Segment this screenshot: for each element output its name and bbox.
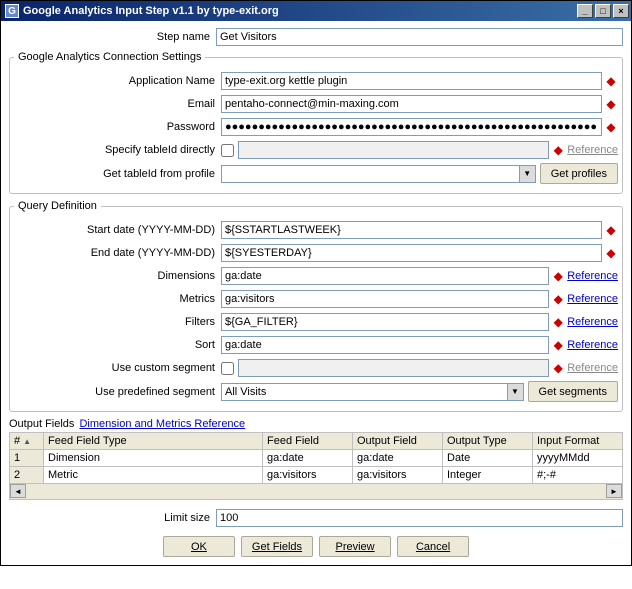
email-input[interactable] — [221, 95, 602, 113]
variable-icon[interactable]: ◆ — [551, 267, 565, 285]
filters-label: Filters — [14, 316, 221, 328]
predef-segment-select[interactable] — [221, 383, 524, 401]
preview-button[interactable]: Preview — [319, 536, 391, 557]
sort-arrow-icon: ▲ — [23, 437, 31, 446]
specify-tableid-checkbox[interactable] — [221, 144, 234, 157]
variable-icon[interactable]: ◆ — [604, 72, 618, 90]
output-fields-label: Output Fields — [9, 418, 74, 430]
table-row[interactable]: 2 Metric ga:visitors ga:visitors Integer… — [10, 467, 623, 484]
dialog-window: G Google Analytics Input Step v1.1 by ty… — [0, 0, 632, 566]
variable-icon[interactable]: ◆ — [551, 313, 565, 331]
profile-select[interactable] — [221, 165, 536, 183]
limit-size-input[interactable] — [216, 509, 623, 527]
sort-label: Sort — [14, 339, 221, 351]
query-fieldset: Query Definition Start date (YYYY-MM-DD)… — [9, 200, 623, 412]
dialog-button-row: OK Get Fields Preview Cancel — [9, 536, 623, 557]
sort-reference-link[interactable]: Reference — [567, 339, 618, 351]
metrics-reference-link[interactable]: Reference — [567, 293, 618, 305]
start-date-input[interactable] — [221, 221, 602, 239]
output-fields-table[interactable]: #▲ Feed Field Type Feed Field Output Fie… — [9, 432, 623, 484]
ok-button[interactable]: OK — [163, 536, 235, 557]
variable-icon[interactable]: ◆ — [551, 290, 565, 308]
dimensions-label: Dimensions — [14, 270, 221, 282]
filters-input[interactable] — [221, 313, 549, 331]
window-title: Google Analytics Input Step v1.1 by type… — [23, 5, 575, 17]
dialog-content: Step name Google Analytics Connection Se… — [1, 21, 631, 565]
get-profiles-button[interactable]: Get profiles — [540, 163, 618, 184]
col-output-field[interactable]: Output Field — [353, 433, 443, 450]
limit-size-label: Limit size — [9, 512, 216, 524]
specify-tableid-input[interactable] — [238, 141, 549, 159]
titlebar: G Google Analytics Input Step v1.1 by ty… — [1, 1, 631, 21]
dim-metrics-reference-link[interactable]: Dimension and Metrics Reference — [79, 418, 245, 430]
query-legend: Query Definition — [14, 200, 101, 212]
start-date-label: Start date (YYYY-MM-DD) — [14, 224, 221, 236]
email-label: Email — [14, 98, 221, 110]
maximize-button[interactable]: □ — [595, 4, 611, 18]
chevron-down-icon[interactable]: ▼ — [507, 384, 523, 400]
step-name-input[interactable] — [216, 28, 623, 46]
app-name-input[interactable] — [221, 72, 602, 90]
col-output-type[interactable]: Output Type — [443, 433, 533, 450]
chevron-down-icon[interactable]: ▼ — [519, 166, 535, 182]
scroll-left-icon[interactable]: ◄ — [10, 484, 26, 498]
app-icon: G — [5, 4, 19, 18]
table-header-row: #▲ Feed Field Type Feed Field Output Fie… — [10, 433, 623, 450]
col-feed-field-type[interactable]: Feed Field Type — [44, 433, 263, 450]
get-segments-button[interactable]: Get segments — [528, 381, 618, 402]
close-button[interactable]: × — [613, 4, 629, 18]
variable-icon[interactable]: ◆ — [604, 221, 618, 239]
col-feed-field[interactable]: Feed Field — [263, 433, 353, 450]
connection-fieldset: Google Analytics Connection Settings App… — [9, 51, 623, 194]
cancel-button[interactable]: Cancel — [397, 536, 469, 557]
variable-icon[interactable]: ◆ — [604, 244, 618, 262]
end-date-input[interactable] — [221, 244, 602, 262]
scroll-right-icon[interactable]: ► — [606, 484, 622, 498]
end-date-label: End date (YYYY-MM-DD) — [14, 247, 221, 259]
col-input-format[interactable]: Input Format — [533, 433, 623, 450]
variable-icon[interactable]: ◆ — [551, 336, 565, 354]
metrics-input[interactable] — [221, 290, 549, 308]
step-name-row: Step name — [9, 27, 623, 47]
specify-tableid-label: Specify tableId directly — [14, 144, 221, 156]
connection-legend: Google Analytics Connection Settings — [14, 51, 205, 63]
minimize-button[interactable]: _ — [577, 4, 593, 18]
app-name-label: Application Name — [14, 75, 221, 87]
table-row[interactable]: 1 Dimension ga:date ga:date Date yyyyMMd… — [10, 450, 623, 467]
dimensions-input[interactable] — [221, 267, 549, 285]
variable-icon[interactable]: ◆ — [551, 141, 565, 159]
custom-segment-reference-link[interactable]: Reference — [567, 362, 618, 374]
predef-segment-label: Use predefined segment — [14, 386, 221, 398]
get-profile-label: Get tableId from profile — [14, 168, 221, 180]
filters-reference-link[interactable]: Reference — [567, 316, 618, 328]
custom-segment-input[interactable] — [238, 359, 549, 377]
col-index[interactable]: #▲ — [10, 433, 44, 450]
sort-input[interactable] — [221, 336, 549, 354]
password-input[interactable] — [221, 118, 602, 136]
dimensions-reference-link[interactable]: Reference — [567, 270, 618, 282]
password-label: Password — [14, 121, 221, 133]
variable-icon[interactable]: ◆ — [604, 118, 618, 136]
specify-tableid-reference-link[interactable]: Reference — [567, 144, 618, 156]
step-name-label: Step name — [9, 31, 216, 43]
metrics-label: Metrics — [14, 293, 221, 305]
variable-icon[interactable]: ◆ — [604, 95, 618, 113]
variable-icon[interactable]: ◆ — [551, 359, 565, 377]
custom-segment-label: Use custom segment — [14, 362, 221, 374]
output-fields-section: Output Fields Dimension and Metrics Refe… — [9, 418, 623, 500]
horizontal-scrollbar[interactable]: ◄ ► — [9, 484, 623, 500]
get-fields-button[interactable]: Get Fields — [241, 536, 313, 557]
custom-segment-checkbox[interactable] — [221, 362, 234, 375]
